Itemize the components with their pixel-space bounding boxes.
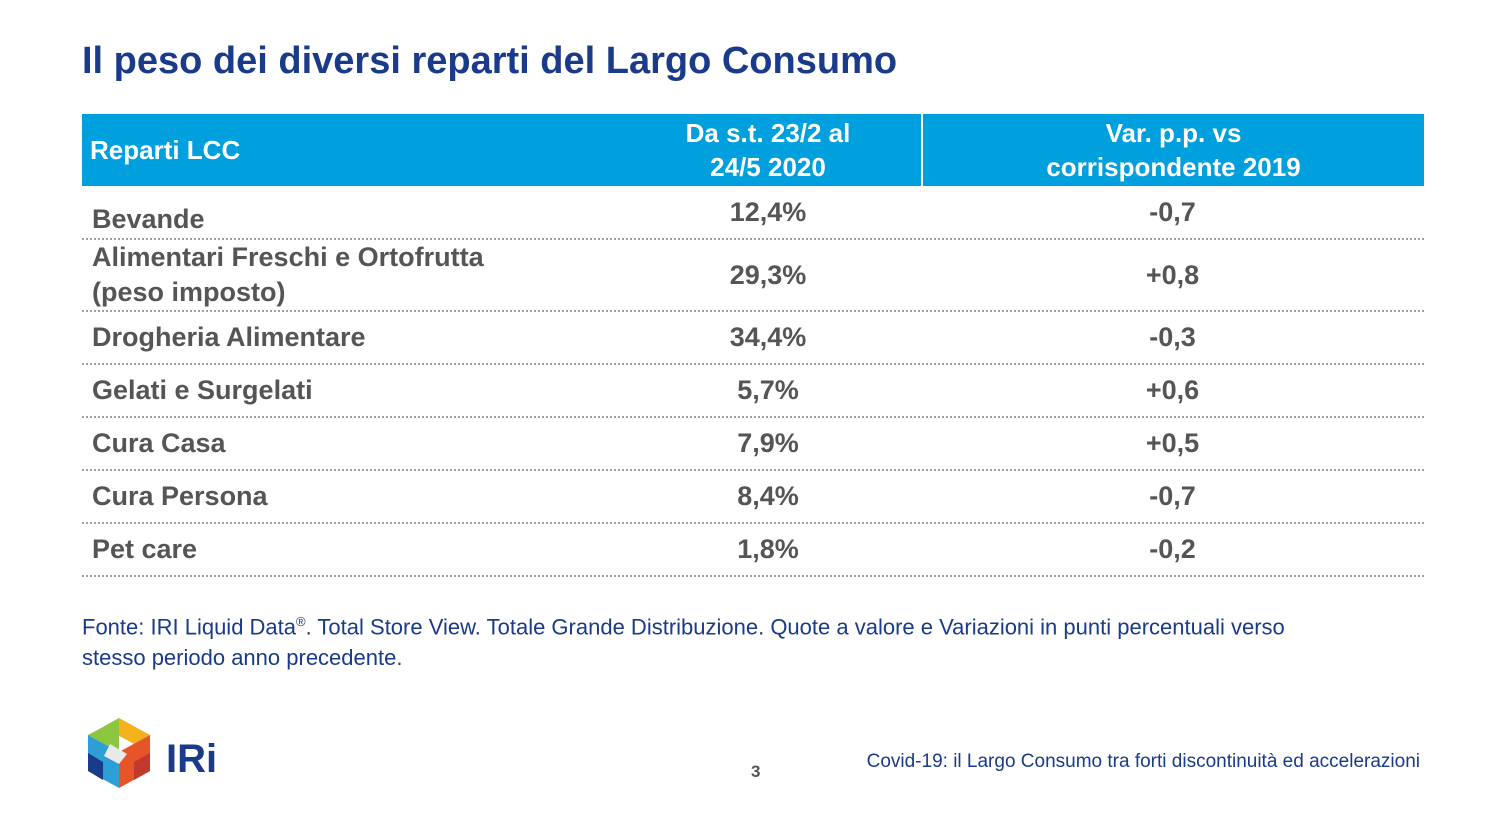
page-title: Il peso dei diversi reparti del Largo Co…	[82, 40, 898, 82]
row-share: 29,3%	[729, 259, 807, 290]
row-variation: -0,7	[1149, 481, 1196, 511]
header-reparti: Reparti LCC	[82, 114, 615, 186]
footer-caption: Covid-19: il Largo Consumo tra forti dis…	[866, 751, 1420, 772]
header-variation: Var. p.p. vs corrispondente 2019	[921, 114, 1424, 186]
row-variation: -0,3	[1149, 322, 1196, 352]
registered-mark: ®	[296, 614, 306, 629]
table-row: Cura Casa 7,9% +0,5	[82, 418, 1424, 471]
source-text-2: . Total Store View. Totale Grande Distri…	[82, 614, 1285, 671]
departments-table: Reparti LCC Da s.t. 23/2 al 24/5 2020 Va…	[82, 114, 1424, 577]
row-variation: +0,8	[1145, 259, 1200, 290]
table-row: Pet care 1,8% -0,2	[82, 524, 1424, 577]
header-variation-line1: Var. p.p. vs	[1105, 118, 1242, 148]
table-row: Alimentari Freschi e Ortofrutta (peso im…	[82, 240, 1424, 312]
row-name-line2: (peso imposto)	[92, 277, 286, 307]
row-name: Cura Persona	[92, 481, 268, 511]
source-note: Fonte: IRI Liquid Data®. Total Store Vie…	[82, 606, 1322, 673]
row-share: 7,9%	[737, 428, 799, 458]
row-name: Alimentari Freschi e Ortofrutta (peso im…	[82, 240, 615, 310]
row-share: 12,4%	[729, 196, 807, 227]
table-row: Bevande 12,4% -0,7	[82, 186, 1424, 240]
page-number: 3	[751, 762, 761, 781]
row-variation: -0,7	[1149, 196, 1196, 227]
row-name: Gelati e Surgelati	[92, 375, 313, 405]
row-share: 1,8%	[737, 534, 799, 564]
row-variation: +0,5	[1145, 428, 1200, 458]
logo-text: IRi	[166, 737, 217, 781]
row-name: Cura Casa	[92, 428, 226, 458]
table-row: Gelati e Surgelati 5,7% +0,6	[82, 365, 1424, 418]
header-variation-line2: corrispondente 2019	[1046, 152, 1301, 182]
row-name-line1: Alimentari Freschi e Ortofrutta	[92, 242, 484, 272]
table-row: Cura Persona 8,4% -0,7	[82, 471, 1424, 524]
table-header: Reparti LCC Da s.t. 23/2 al 24/5 2020 Va…	[82, 114, 1424, 186]
row-variation: +0,6	[1145, 375, 1200, 405]
row-name: Bevande	[92, 203, 205, 234]
header-period: Da s.t. 23/2 al 24/5 2020	[615, 114, 921, 186]
iri-logo: IRi	[86, 716, 236, 801]
row-share: 8,4%	[737, 481, 799, 511]
header-period-line2: 24/5 2020	[710, 152, 826, 182]
row-share: 34,4%	[729, 322, 807, 352]
row-variation: -0,2	[1149, 534, 1196, 564]
row-share: 5,7%	[737, 375, 799, 405]
header-period-line1: Da s.t. 23/2 al	[685, 118, 851, 148]
source-text-1: Fonte: IRI Liquid Data	[82, 614, 297, 640]
table-row: Drogheria Alimentare 34,4% -0,3	[82, 312, 1424, 365]
header-reparti-label: Reparti LCC	[90, 134, 241, 165]
iri-cube-icon: IRi	[88, 718, 217, 788]
row-name: Drogheria Alimentare	[92, 322, 366, 352]
row-name: Pet care	[92, 534, 198, 564]
